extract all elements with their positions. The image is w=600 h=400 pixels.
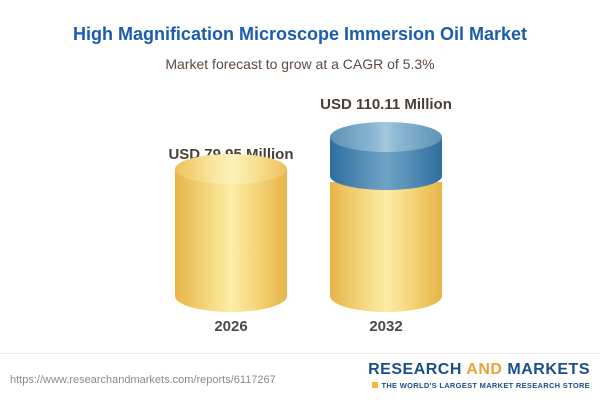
bar-2026-top-cap	[175, 154, 287, 184]
value-label-2032: USD 110.11 Million	[320, 96, 452, 113]
logo-tagline: THE WORLD'S LARGEST MARKET RESEARCH STOR…	[368, 381, 590, 390]
researchandmarkets-logo[interactable]: RESEARCH AND MARKETS THE WORLD'S LARGEST…	[368, 361, 590, 390]
footer-divider	[0, 353, 600, 354]
bar-2032-gold-segment	[330, 182, 442, 312]
x-axis-label-2032: 2032	[369, 318, 403, 335]
logo-word-research: RESEARCH	[368, 361, 467, 378]
report-url[interactable]: https://www.researchandmarkets.com/repor…	[10, 374, 276, 386]
logo-word-and: AND	[466, 361, 503, 378]
logo-wordmark: RESEARCH AND MARKETS	[368, 361, 590, 379]
bar-2026-body	[175, 169, 287, 312]
chart-title: High Magnification Microscope Immersion …	[72, 24, 528, 44]
logo-word-markets: MARKETS	[502, 361, 590, 378]
logo-accent-square-icon	[372, 382, 379, 388]
chart-subtitle: Market forecast to grow at a CAGR of 5.3…	[165, 56, 435, 72]
bar-2032-top-cap	[330, 122, 442, 152]
logo-tagline-text: THE WORLD'S LARGEST MARKET RESEARCH STOR…	[381, 381, 590, 390]
x-axis-label-2026: 2026	[214, 318, 248, 335]
